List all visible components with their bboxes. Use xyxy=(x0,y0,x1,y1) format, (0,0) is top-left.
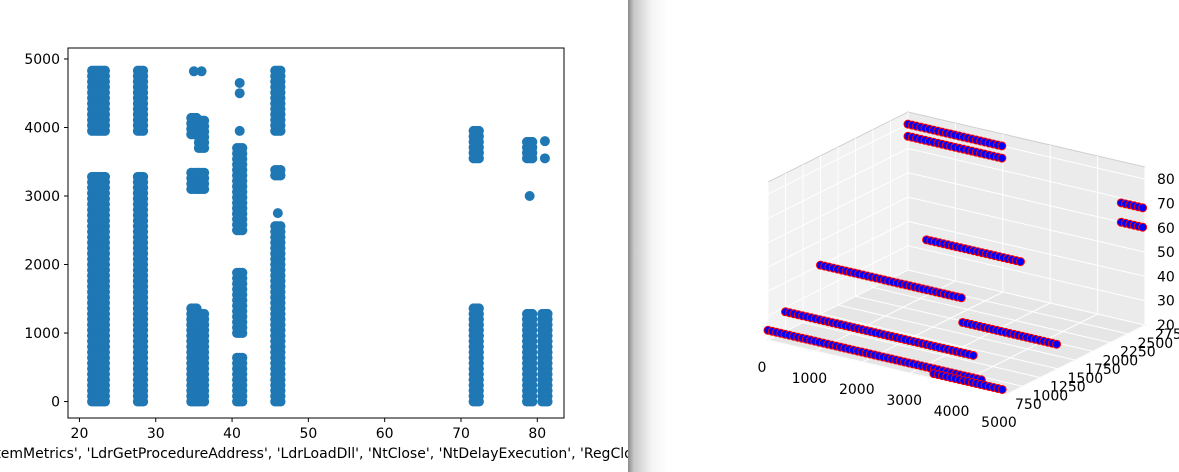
y-tick-label: 3000 xyxy=(24,189,60,205)
scatter-point xyxy=(997,384,1007,394)
z-tick-label: 50 xyxy=(1157,245,1175,261)
scatter-point xyxy=(237,352,248,363)
grid-line xyxy=(907,172,1146,229)
x-tick-label: 50 xyxy=(299,426,317,442)
scatter-point xyxy=(997,141,1007,151)
scatter-point xyxy=(1052,339,1062,349)
scatter-point xyxy=(1138,203,1148,213)
scatter-point xyxy=(542,308,553,319)
y-tick-label: 2000 xyxy=(1103,353,1139,369)
y-tick-label: 2500 xyxy=(1138,336,1174,352)
x-tick-label: 2000 xyxy=(839,382,875,398)
x-tick-label: 30 xyxy=(147,426,165,442)
scatter-point xyxy=(1138,222,1148,232)
y-tick-label: 1250 xyxy=(1050,380,1086,396)
scatter-point xyxy=(275,65,286,76)
x-tick-label: 70 xyxy=(452,426,470,442)
grid-line xyxy=(767,220,909,292)
scatter-point xyxy=(527,308,538,319)
scatter-point xyxy=(138,171,149,182)
scatter-point xyxy=(272,208,283,219)
grid-line xyxy=(907,269,1146,326)
grid-line xyxy=(837,304,1076,361)
scatter-point xyxy=(968,350,978,360)
scatter-point xyxy=(524,191,535,201)
scatter-point xyxy=(199,308,210,319)
scatter-point xyxy=(234,88,245,99)
grid-line xyxy=(767,123,909,195)
grid-line xyxy=(907,220,1146,277)
grid-line xyxy=(802,322,1041,378)
y-tick-label: 2000 xyxy=(24,258,60,274)
plot-area-frame xyxy=(67,47,565,419)
scatter-point xyxy=(234,125,245,136)
x-tick-label: 3000 xyxy=(886,393,922,409)
z-tick-label: 60 xyxy=(1157,221,1175,237)
z-tick-label: 70 xyxy=(1157,196,1175,212)
y-tick-label: 1000 xyxy=(24,326,60,342)
y-tick-label: 2750 xyxy=(1155,327,1179,343)
grid-line xyxy=(767,245,909,317)
z-tick-label: 20 xyxy=(1157,318,1175,334)
scatter-point xyxy=(473,303,484,314)
x-tick-label: 80 xyxy=(528,426,546,442)
scatter-point xyxy=(473,125,484,136)
scatter-plot-panel: 20 30 40 50 60 70 80 0 1000 2000 3000 4000 5000 temM… xyxy=(0,47,628,462)
scatter-point xyxy=(199,115,210,126)
z-tick-label: 80 xyxy=(1157,172,1175,188)
scatter-point xyxy=(956,293,966,303)
scatter-plot-2d: 20 30 40 50 60 70 80 0 1000 2000 3000 4000 5000 temM… xyxy=(0,47,628,462)
scatter-plot-3d: 0100020003000400050007501000125015001750… xyxy=(758,111,1179,431)
grid-line xyxy=(907,196,1146,253)
grid-line xyxy=(820,313,1058,370)
scatter-3d-panel: 0 1000 2000 3000 4000 5000 750 1000 1250 1500 1750… xyxy=(668,0,1179,472)
x-tick-label: 5000 xyxy=(981,415,1017,431)
y-tick-label: 1750 xyxy=(1085,362,1121,378)
z-tick-label: 40 xyxy=(1157,269,1175,285)
y-tick-label: 1000 xyxy=(1033,388,1069,404)
scatter-point xyxy=(199,167,210,178)
y-tick-label: 1500 xyxy=(1068,371,1104,387)
grid-line xyxy=(767,196,909,268)
y-tick-label: 750 xyxy=(1015,397,1042,413)
scatter-point xyxy=(1015,257,1025,267)
grid-line xyxy=(872,287,1111,343)
scatter-point xyxy=(188,66,199,77)
y-tick-label: 2250 xyxy=(1120,345,1156,361)
x-tick-label: 20 xyxy=(71,426,89,442)
grid-line xyxy=(767,148,909,219)
x-tick-label: 1000 xyxy=(792,371,828,387)
y-tick-label: 4000 xyxy=(24,120,60,136)
scatter-point xyxy=(100,171,111,182)
x-tick-label: 60 xyxy=(376,426,394,442)
grid-line xyxy=(767,172,909,244)
grid-line xyxy=(907,245,1146,302)
grid-line xyxy=(907,147,1146,204)
scatter-point xyxy=(237,143,248,154)
y-tick-label: 0 xyxy=(51,395,60,411)
scatter-point xyxy=(539,136,550,147)
scatter-point xyxy=(237,267,248,278)
x-tick-label: 40 xyxy=(223,426,241,442)
grid-line xyxy=(767,339,1006,396)
scatter-point xyxy=(275,164,286,175)
scatter-point xyxy=(234,77,245,88)
scatter-point xyxy=(527,136,538,147)
scatter-point xyxy=(138,65,149,76)
x-tick-label: 0 xyxy=(758,360,767,376)
x-axis-label: temMetrics', 'LdrGetProcedureAddress', '… xyxy=(0,446,628,462)
z-tick-label: 30 xyxy=(1157,294,1175,310)
scatter-point xyxy=(997,153,1007,163)
panel-divider-shadow xyxy=(628,0,668,472)
x-tick-label: 4000 xyxy=(934,404,970,420)
y-tick-label: 5000 xyxy=(24,52,60,68)
scatter-point xyxy=(275,221,286,232)
scatter-point xyxy=(196,66,207,77)
scatter-point xyxy=(539,153,550,164)
scatter-point xyxy=(100,65,111,76)
